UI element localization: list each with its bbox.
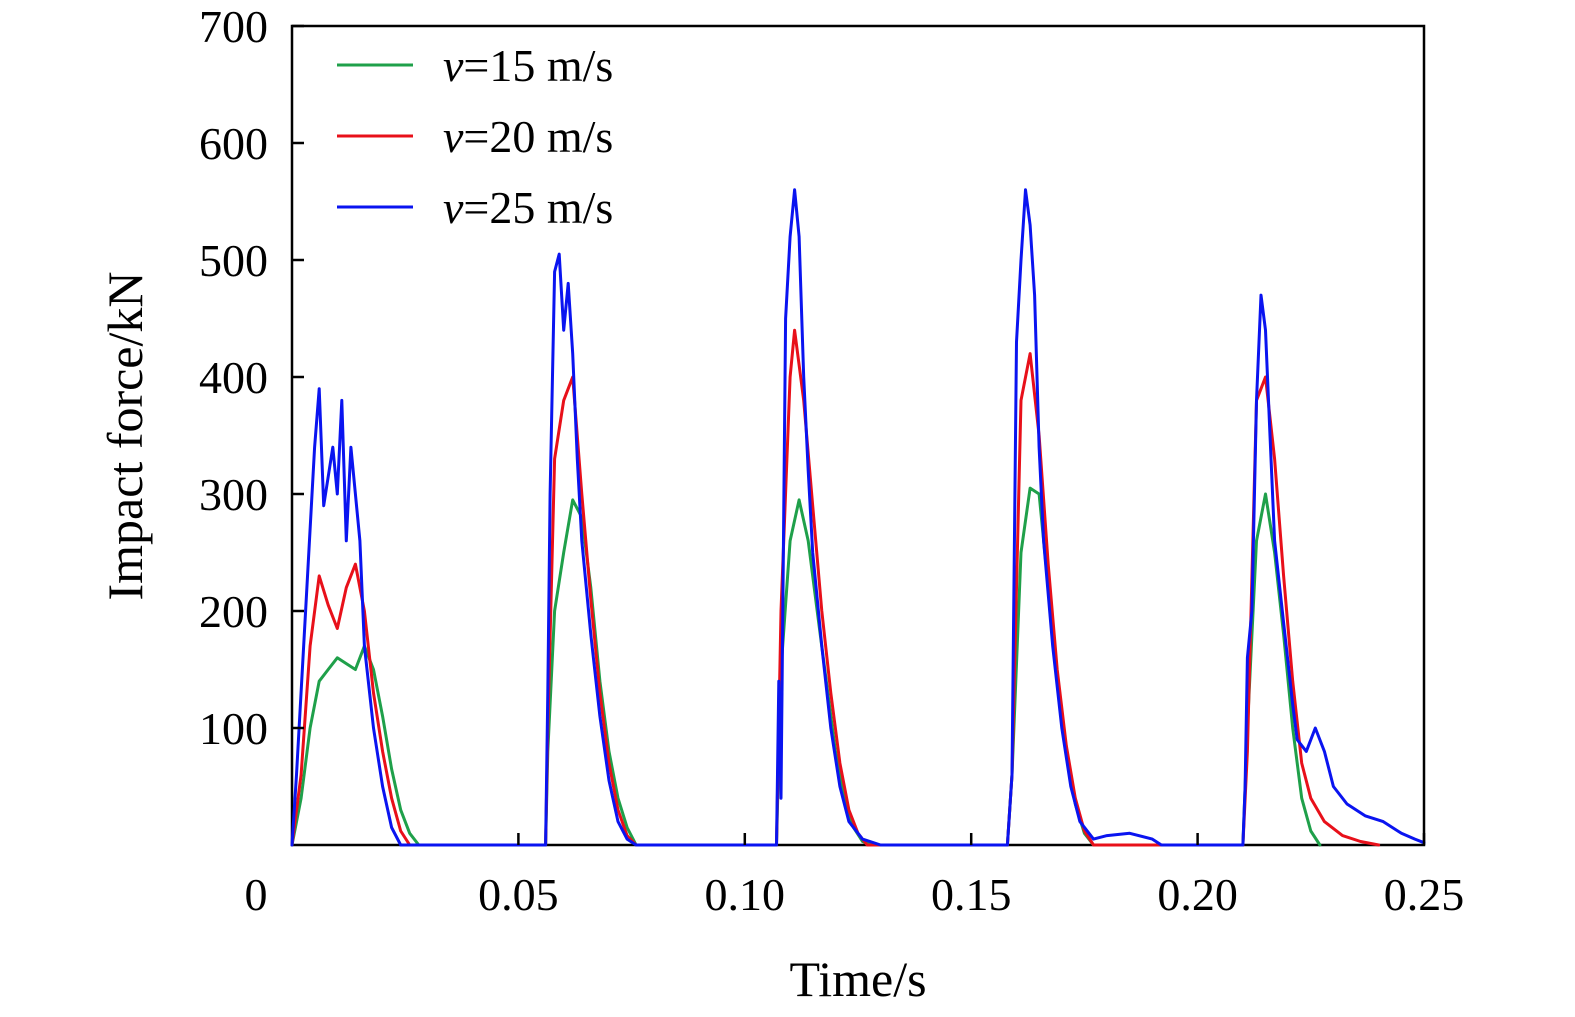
y-tick-label: 500 bbox=[199, 235, 268, 286]
plot-frame bbox=[290, 24, 1426, 847]
y-tick-label: 100 bbox=[199, 703, 268, 754]
legend-label-1: v=15 m/s bbox=[443, 40, 613, 91]
x-tick-label: 0 bbox=[245, 869, 268, 920]
y-tick-label: 200 bbox=[199, 586, 268, 637]
y-axis-label: Impact force/kN bbox=[97, 271, 153, 600]
x-tick-label: 0.25 bbox=[1384, 869, 1465, 920]
x-tick-label: 0.10 bbox=[705, 869, 786, 920]
x-axis-label: Time/s bbox=[789, 951, 926, 1007]
series-line-2 bbox=[290, 328, 1381, 847]
x-tick-label: 0.05 bbox=[478, 869, 559, 920]
legend-label-3: v=25 m/s bbox=[443, 182, 613, 233]
x-tick-label: 0.15 bbox=[931, 869, 1012, 920]
series-line-1 bbox=[290, 486, 1322, 847]
tick-layer: 100 200 300 400 500 600 700 0 0.05 0.10 0.15 0.20 0.… bbox=[199, 1, 1464, 920]
series-layer bbox=[290, 188, 1426, 847]
legend-label-2: v=20 m/s bbox=[443, 111, 613, 162]
legend: v=15 m/s v=20 m/s v=25 m/s bbox=[337, 40, 613, 233]
series-line-3 bbox=[290, 188, 1426, 847]
y-tick-label: 700 bbox=[199, 1, 268, 52]
y-tick-label: 400 bbox=[199, 352, 268, 403]
y-tick-label: 600 bbox=[199, 118, 268, 169]
y-tick-label: 300 bbox=[199, 469, 268, 520]
x-tick-label: 0.20 bbox=[1157, 869, 1238, 920]
